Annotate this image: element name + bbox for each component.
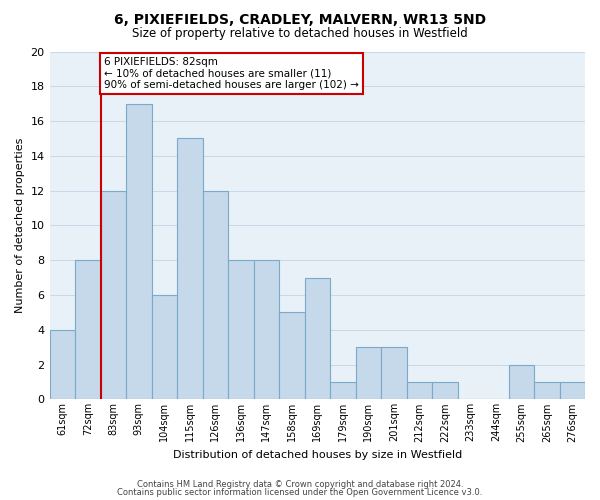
Bar xyxy=(305,278,330,400)
Bar xyxy=(509,364,534,400)
Text: Contains public sector information licensed under the Open Government Licence v3: Contains public sector information licen… xyxy=(118,488,482,497)
Bar xyxy=(152,295,177,400)
Bar xyxy=(356,347,381,400)
Y-axis label: Number of detached properties: Number of detached properties xyxy=(15,138,25,313)
Text: Contains HM Land Registry data © Crown copyright and database right 2024.: Contains HM Land Registry data © Crown c… xyxy=(137,480,463,489)
Text: 6, PIXIEFIELDS, CRADLEY, MALVERN, WR13 5ND: 6, PIXIEFIELDS, CRADLEY, MALVERN, WR13 5… xyxy=(114,12,486,26)
Bar xyxy=(228,260,254,400)
Text: 6 PIXIEFIELDS: 82sqm
← 10% of detached houses are smaller (11)
90% of semi-detac: 6 PIXIEFIELDS: 82sqm ← 10% of detached h… xyxy=(104,56,359,90)
Bar xyxy=(407,382,432,400)
Bar xyxy=(534,382,560,400)
Bar xyxy=(101,190,126,400)
X-axis label: Distribution of detached houses by size in Westfield: Distribution of detached houses by size … xyxy=(173,450,462,460)
Bar xyxy=(254,260,279,400)
Bar xyxy=(432,382,458,400)
Bar xyxy=(330,382,356,400)
Bar xyxy=(177,138,203,400)
Text: Size of property relative to detached houses in Westfield: Size of property relative to detached ho… xyxy=(132,28,468,40)
Bar xyxy=(203,190,228,400)
Bar xyxy=(381,347,407,400)
Bar xyxy=(279,312,305,400)
Bar xyxy=(126,104,152,400)
Bar xyxy=(75,260,101,400)
Bar xyxy=(560,382,585,400)
Bar xyxy=(50,330,75,400)
